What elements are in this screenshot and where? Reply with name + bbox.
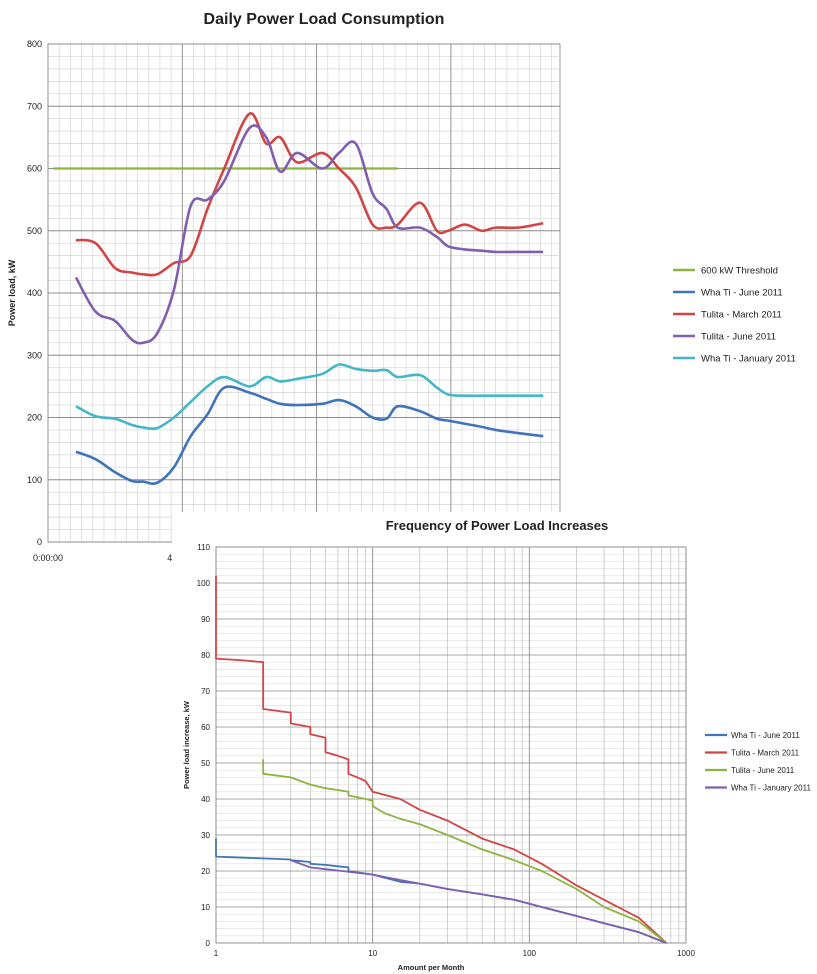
load-increase-frequency-chart: Frequency of Power Load Increases 0 10 20 30…: [172, 512, 817, 974]
legend-label: Wha Ti - June 2011: [731, 731, 800, 740]
y-tick-label: 80: [201, 651, 210, 660]
chart-title: Daily Power Load Consumption: [204, 11, 445, 28]
y-tick-label: 300: [27, 350, 42, 360]
y-tick-label: 40: [201, 795, 210, 804]
y-tick-label: 10: [201, 903, 210, 912]
series-line-4: [75, 363, 544, 431]
y-tick-label: 100: [197, 579, 211, 588]
series-line-2: [262, 759, 667, 944]
y-tick-label: 800: [27, 39, 42, 49]
y-tick-label: 200: [27, 413, 42, 423]
legend-label: Wha Ti - January 2011: [701, 354, 796, 365]
y-tick-label: 30: [201, 831, 210, 840]
x-tick-label: 10: [368, 949, 377, 958]
legend-label: 600 kW Threshold: [701, 266, 778, 277]
y-tick-label: 400: [27, 288, 42, 298]
chart-title: Frequency of Power Load Increases: [386, 518, 609, 533]
y-tick-label: 20: [201, 867, 210, 876]
series-line-2: [75, 112, 544, 277]
series-line-3: [74, 124, 544, 345]
y-tick-label: 90: [201, 615, 210, 624]
y-axis-title: Power load, kW: [7, 259, 17, 326]
legend-label: Tulita - March 2011: [701, 310, 782, 321]
y-tick-label: 0: [37, 537, 42, 547]
y-axis-title: Power load increase, kW: [182, 700, 191, 789]
y-tick-label: 0: [206, 939, 211, 948]
y-tick-label: 60: [201, 723, 210, 732]
x-tick-label: 100: [523, 949, 537, 958]
series-line-1: [215, 575, 668, 944]
x-tick-label: 1: [214, 949, 219, 958]
plot-area: [215, 546, 687, 944]
legend-label: Tulita - June 2011: [701, 332, 776, 343]
y-tick-label: 100: [27, 475, 42, 485]
x-tick-label: 1000: [677, 949, 695, 958]
y-tick-label: 700: [27, 101, 42, 111]
y-tick-label: 500: [27, 226, 42, 236]
legend-label: Tulita - June 2011: [731, 766, 795, 775]
y-tick-label: 50: [201, 759, 210, 768]
y-tick-label: 110: [197, 543, 210, 552]
x-axis-title: Amount per Month: [398, 963, 465, 972]
y-tick-label: 70: [201, 687, 210, 696]
legend-label: Wha Ti - January 2011: [731, 784, 811, 793]
y-tick-label: 600: [27, 164, 42, 174]
daily-load-chart: Daily Power Load Consumption 0 100 200 300 40…: [7, 11, 796, 563]
series-line-3: [290, 859, 667, 944]
x-tick-label: 0:00:00: [33, 553, 63, 563]
series-line-1: [75, 385, 544, 486]
legend-label: Wha Ti - June 2011: [701, 288, 783, 299]
legend-label: Tulita - March 2011: [731, 749, 800, 758]
